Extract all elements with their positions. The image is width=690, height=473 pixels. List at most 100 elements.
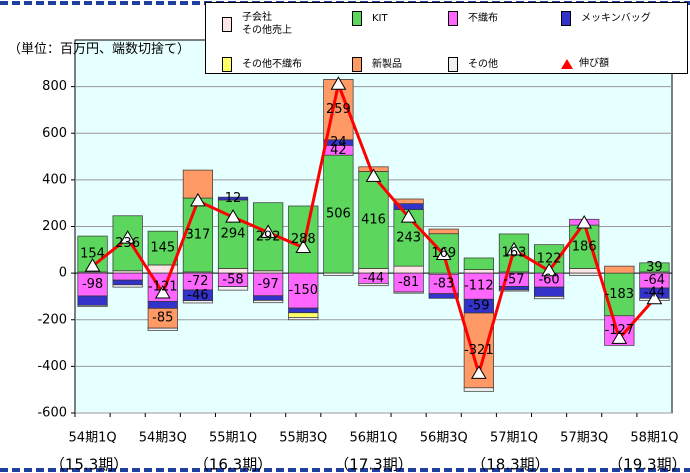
bar-segment [77,295,108,306]
bar-segment [463,272,494,300]
x-tick-label: 55期1Q [209,431,257,446]
legend-item: KIT [352,11,388,26]
line-marker [119,230,136,244]
line-marker [400,209,417,223]
bar-segment [182,300,214,304]
bar-segment [77,304,108,307]
legend-item: その他不織布 [222,57,302,72]
legend-item: 不織布 [448,11,498,26]
bar-segment [428,228,459,235]
bar-segment [182,197,214,273]
bar-segment [498,289,530,292]
line-marker [260,224,277,238]
bar-segment [533,296,565,300]
value-label: 145 [150,241,175,256]
bar-segment [217,286,249,291]
y-tick-label: 200 [42,219,67,234]
value-label: 236 [115,236,140,251]
period-label: （19.3期） [608,456,686,473]
y-tick-label: -400 [37,359,67,374]
line-marker [225,209,241,223]
bar-segment [604,265,635,274]
line-marker [611,330,628,344]
value-label: 317 [185,228,210,243]
y-tick-label: -600 [37,406,67,421]
x-tick-label: 57期1Q [490,431,538,446]
value-label: -60 [538,273,559,288]
line-marker [470,365,487,379]
value-label: -183 [605,287,635,302]
legend-swatch [352,57,362,72]
legend-label: その他 [468,59,498,70]
line-marker [435,246,452,260]
bar-segment [569,272,600,276]
bar-segment [253,300,284,304]
period-label: （18.3期） [471,456,549,473]
value-label: 288 [291,232,316,247]
legend-label: KIT [372,13,388,24]
line-marker [646,290,663,305]
legend-swatch [222,57,232,72]
bar-segment [288,307,319,314]
y-tick-label: 600 [42,126,67,141]
value-label: 259 [326,102,351,117]
legend-label: 伸び額 [579,58,609,69]
bar-segment [288,317,319,321]
bar-segment [393,265,424,274]
bar-segment [288,312,319,318]
legend-swatch [561,58,573,69]
legend-swatch [222,16,232,32]
value-label: 506 [326,207,351,222]
legend-label: 子会社 その他売上 [242,12,292,36]
value-label: 122 [537,251,562,266]
bar-segment [569,268,600,274]
value-label: 12 [225,191,242,206]
bar-segment [253,295,284,301]
bar-segment [112,272,143,281]
period-label: （17.3期） [334,456,412,473]
bar-segment [358,283,389,287]
value-label: 39 [646,260,663,275]
bar-segment [147,327,178,331]
y-tick-label: -200 [37,312,67,327]
bar-segment [463,387,494,392]
bar-segment [217,196,249,201]
line-marker [506,241,522,256]
y-tick-label: 0 [59,266,67,281]
x-tick-label: 58期1Q [630,431,678,446]
legend-label: その他不織布 [242,59,302,70]
legend-swatch [352,11,362,26]
legend-swatch [561,11,571,26]
bar-segment [393,291,424,294]
legend: 子会社 その他売上 KIT 不織布 メッキンバッグ その他不織布 新製品 その他 伸び額 [205,2,688,74]
line-marker [541,262,557,277]
bar-segment [428,293,459,299]
line-marker [576,215,593,229]
value-label: 169 [431,246,456,261]
line-marker [295,239,312,253]
unit-label: （単位：百万円、端数切捨て） [8,42,191,57]
legend-item: メッキンバッグ [561,11,651,26]
bar-segment [569,224,600,269]
bar-segment [147,300,178,309]
value-label: 292 [256,229,281,244]
x-tick-label: 57期3Q [560,431,608,446]
y-tick-label: 400 [42,172,67,187]
bar-segment [533,286,565,297]
value-label: -150 [289,283,319,298]
line-marker [365,168,382,182]
value-label: -81 [398,275,419,290]
value-label: 243 [396,230,421,245]
y-tick-label: 800 [42,79,67,94]
x-tick-label: 55期3Q [279,431,327,446]
bar-segment [147,230,178,266]
period-label: （15.3期） [50,456,128,473]
legend-label: メッキンバッグ [581,13,651,24]
value-label: -83 [433,276,454,291]
value-label: -72 [187,274,208,289]
value-label: -58 [222,272,243,287]
line-marker [154,284,171,299]
bar-segment [639,262,670,273]
value-label: -85 [152,311,173,326]
value-label: 24 [330,135,347,150]
